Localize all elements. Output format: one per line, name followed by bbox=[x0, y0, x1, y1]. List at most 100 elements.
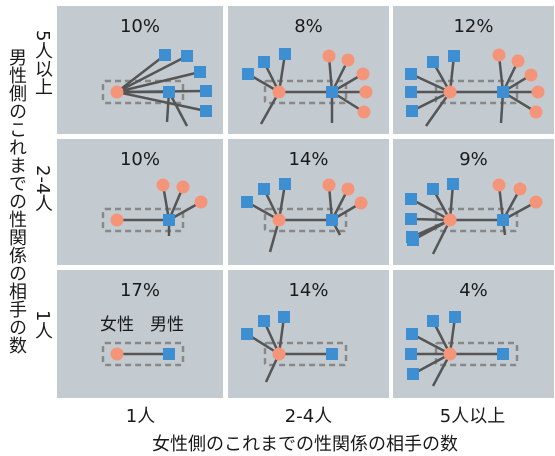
male-node bbox=[405, 68, 417, 80]
cell-background bbox=[228, 270, 389, 398]
female-node bbox=[529, 195, 543, 209]
male-node bbox=[427, 56, 439, 68]
couple-network-grid: 10% 8% 12% 10% 14% 9% 17% 女性 男性 14% 4% bbox=[57, 6, 554, 398]
male-node bbox=[159, 49, 171, 61]
edge bbox=[411, 90, 451, 113]
percent-label: 9% bbox=[459, 149, 488, 170]
male-node bbox=[279, 178, 291, 190]
female-node bbox=[110, 213, 124, 227]
male-node bbox=[405, 193, 417, 205]
male-node bbox=[497, 86, 509, 98]
male-node bbox=[242, 68, 254, 80]
male-node bbox=[258, 56, 270, 68]
percent-label: 17% bbox=[120, 280, 160, 301]
male-node bbox=[258, 315, 270, 327]
male-node bbox=[447, 178, 459, 190]
edge bbox=[424, 91, 452, 127]
x-axis-label: 女性側のこれまでの性関係の相手の数 bbox=[152, 434, 458, 455]
edge bbox=[411, 332, 451, 356]
col-label-2to4: 2-4人 bbox=[284, 406, 333, 427]
female-node bbox=[341, 53, 355, 67]
female-node bbox=[531, 85, 545, 99]
female-node bbox=[176, 180, 190, 194]
male-node bbox=[448, 50, 460, 62]
female-node bbox=[359, 85, 373, 99]
edge bbox=[116, 54, 166, 93]
male-node bbox=[200, 105, 212, 117]
male-node bbox=[497, 214, 509, 226]
female-node bbox=[272, 85, 286, 99]
male-node bbox=[405, 213, 417, 225]
edge bbox=[412, 218, 451, 242]
male-node bbox=[406, 328, 418, 340]
female-node bbox=[110, 85, 124, 99]
female-node bbox=[529, 105, 543, 119]
y-axis-label: 男性側のこれまでの性関係の相手の数 bbox=[6, 48, 27, 354]
percent-label: 10% bbox=[120, 149, 160, 170]
male-node bbox=[194, 66, 206, 78]
male-node bbox=[163, 348, 175, 360]
male-node bbox=[326, 214, 338, 226]
female-node bbox=[341, 182, 355, 196]
male-node bbox=[241, 196, 253, 208]
female-node bbox=[110, 347, 124, 361]
row-label-5plus: 5人以上 bbox=[32, 30, 53, 96]
male-node bbox=[326, 86, 338, 98]
female-node bbox=[322, 49, 336, 63]
percent-label: 12% bbox=[453, 16, 493, 37]
female-node bbox=[272, 347, 286, 361]
male-node bbox=[163, 214, 175, 226]
percent-label: 4% bbox=[459, 280, 488, 301]
percent-label: 10% bbox=[120, 16, 160, 37]
female-node bbox=[511, 54, 525, 68]
female-node bbox=[322, 178, 336, 192]
female-node bbox=[443, 347, 457, 361]
edge bbox=[412, 352, 451, 376]
col-label-5plus: 5人以上 bbox=[439, 406, 506, 427]
male-node bbox=[449, 311, 461, 323]
female-node bbox=[354, 196, 368, 210]
female-node bbox=[513, 182, 527, 196]
col-label-1: 1人 bbox=[125, 406, 156, 427]
cell-background bbox=[57, 270, 223, 398]
male-node bbox=[405, 348, 417, 360]
cell-background bbox=[393, 139, 554, 265]
percent-label: 14% bbox=[288, 149, 328, 170]
male-label: 男性 bbox=[150, 315, 184, 335]
edge bbox=[116, 90, 207, 113]
female-node bbox=[443, 85, 457, 99]
female-node bbox=[357, 105, 371, 119]
male-node bbox=[278, 311, 290, 323]
female-node bbox=[356, 67, 370, 81]
row-label-2to4: 2-4人 bbox=[32, 165, 53, 213]
edge bbox=[410, 197, 451, 222]
percent-label: 14% bbox=[288, 280, 328, 301]
female-node bbox=[524, 68, 538, 82]
cell-background bbox=[393, 270, 554, 398]
male-node bbox=[497, 348, 509, 360]
female-node bbox=[194, 195, 208, 209]
male-node bbox=[258, 183, 270, 195]
female-node bbox=[492, 178, 506, 192]
male-node bbox=[405, 86, 417, 98]
percent-label: 8% bbox=[294, 16, 323, 37]
female-node bbox=[492, 48, 506, 62]
male-node bbox=[326, 348, 338, 360]
male-node bbox=[163, 86, 175, 98]
male-node bbox=[427, 183, 439, 195]
edge bbox=[116, 54, 188, 94]
row-label-1: 1人 bbox=[32, 310, 53, 340]
edge bbox=[410, 217, 451, 222]
male-node bbox=[279, 48, 291, 60]
female-node bbox=[272, 213, 286, 227]
edge bbox=[410, 72, 451, 94]
male-node bbox=[406, 105, 418, 117]
edge bbox=[116, 70, 201, 94]
male-node bbox=[181, 50, 193, 62]
male-node bbox=[407, 234, 419, 246]
male-node bbox=[427, 315, 439, 327]
female-node bbox=[443, 213, 457, 227]
female-node bbox=[156, 178, 170, 192]
male-node bbox=[200, 85, 212, 97]
male-node bbox=[407, 368, 419, 380]
